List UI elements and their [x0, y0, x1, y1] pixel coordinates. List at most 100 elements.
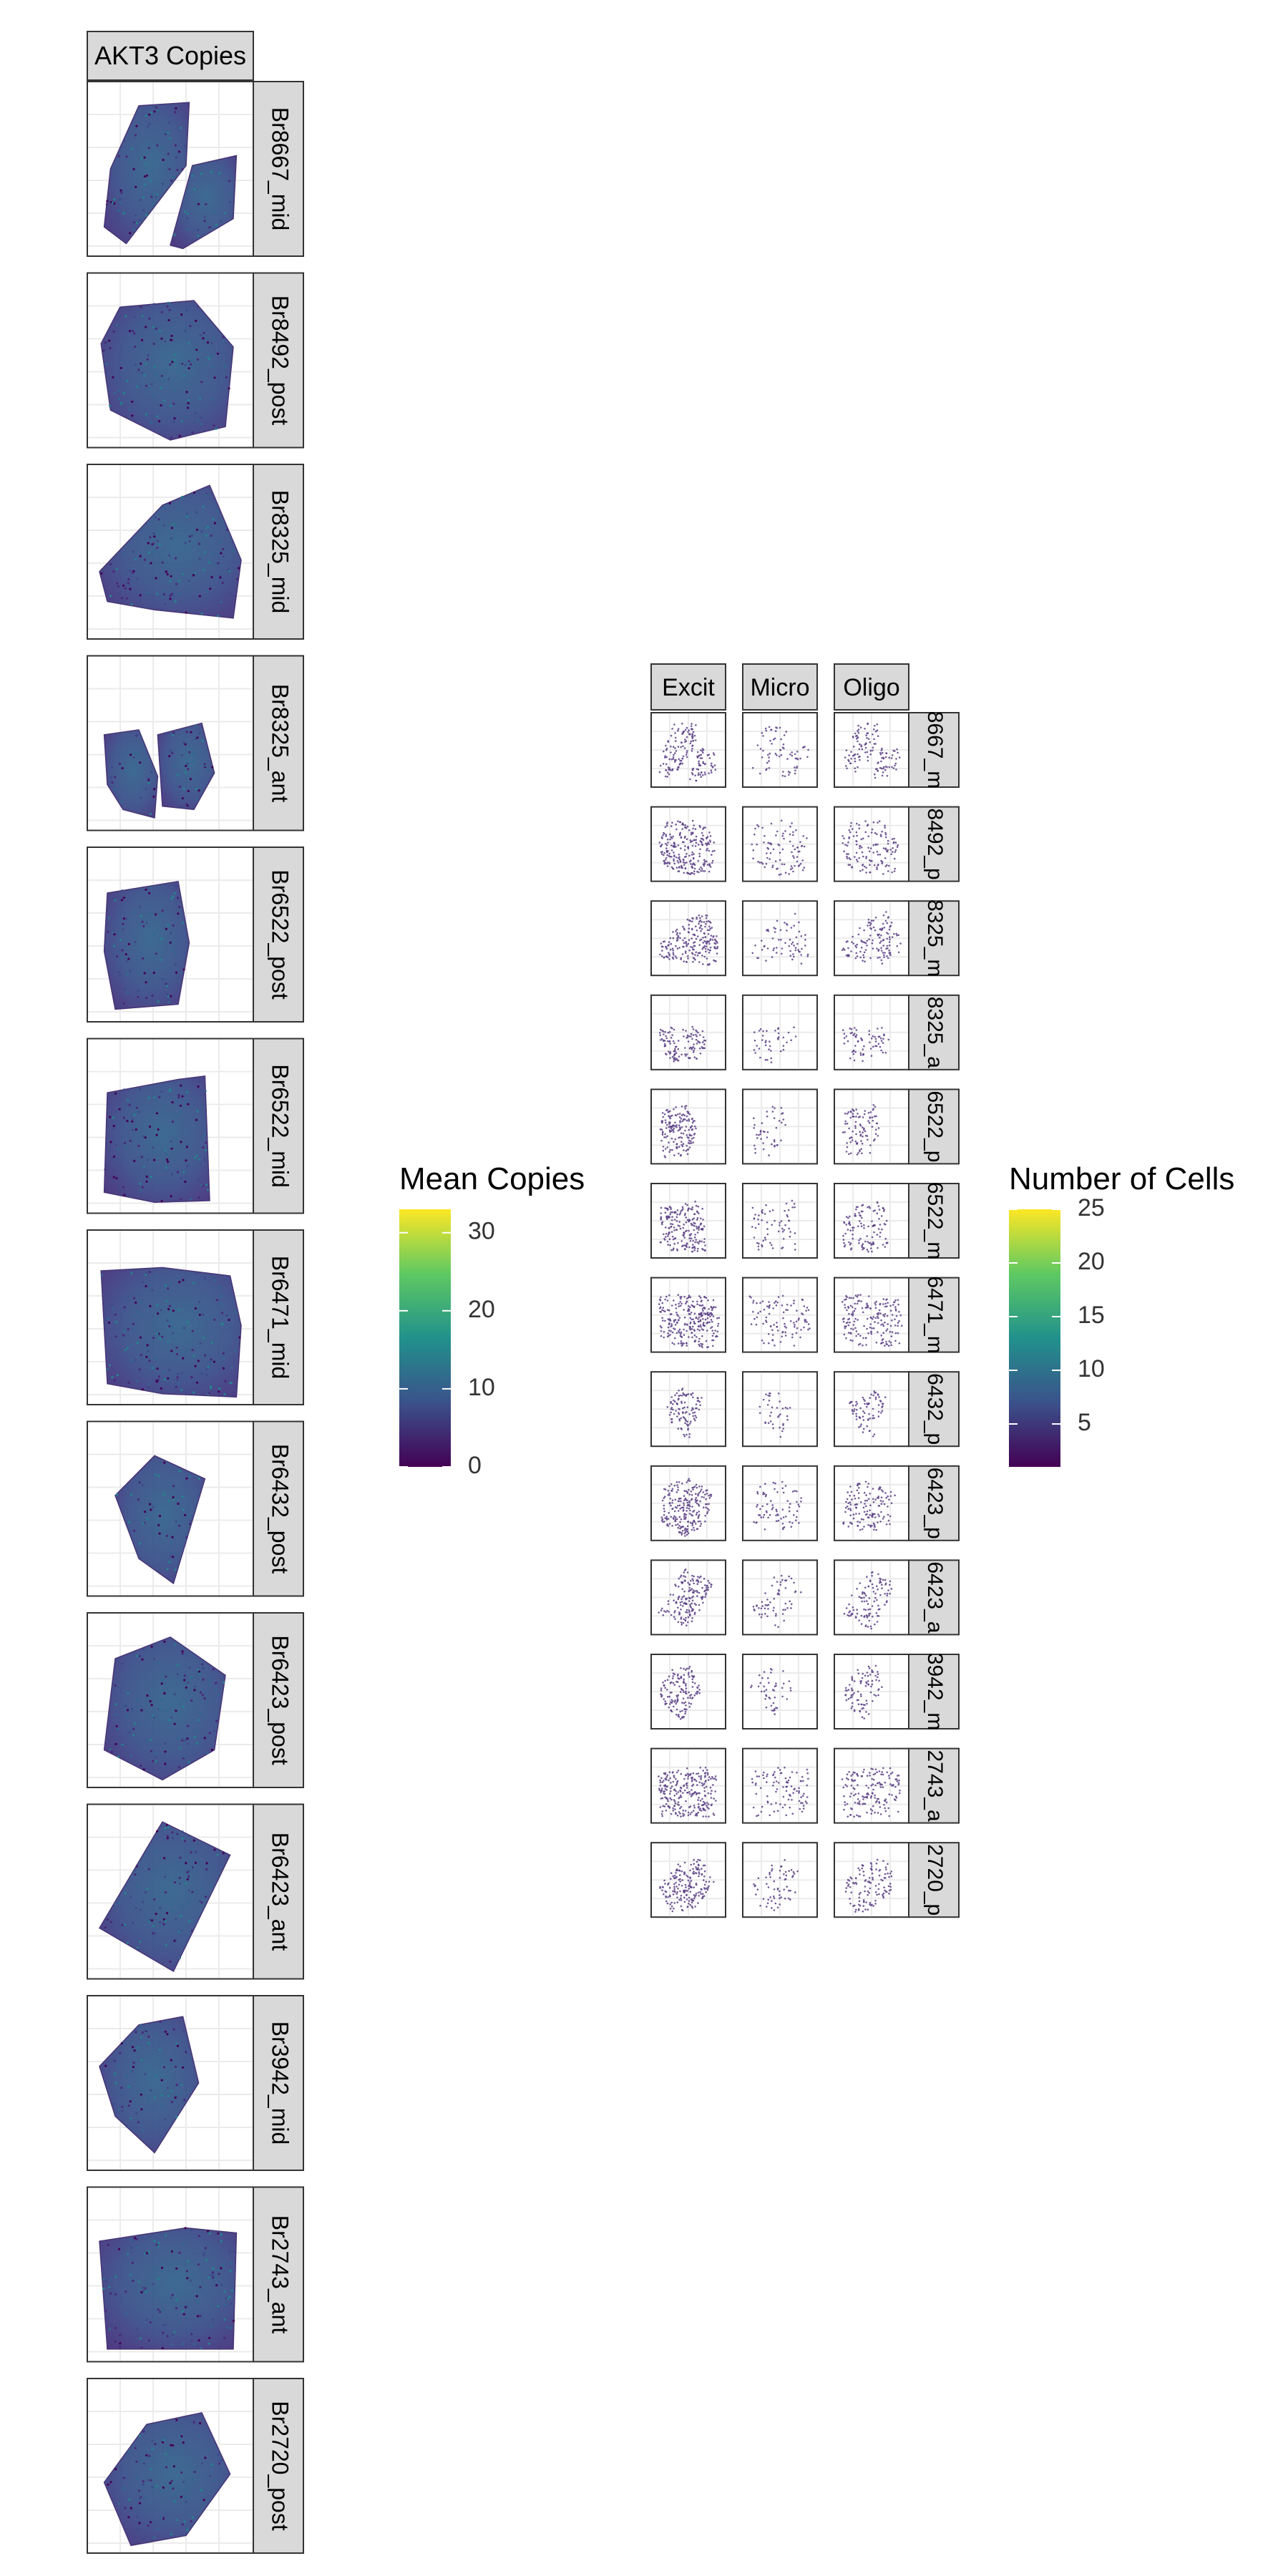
cell-point [870, 1393, 872, 1396]
cell-point [668, 1040, 671, 1043]
cell-point [691, 1117, 693, 1120]
cell-point [688, 1146, 691, 1148]
tissue-spot [172, 765, 175, 768]
tissue-spot [150, 2468, 152, 2471]
cell-point [686, 1528, 689, 1531]
tissue-spot [114, 2340, 117, 2343]
cell-point [684, 867, 687, 869]
cell-point [875, 1122, 878, 1125]
cell-point [751, 952, 754, 955]
cell-point [889, 936, 891, 938]
tissue-spot [154, 2443, 157, 2446]
cell-point [685, 1513, 688, 1516]
tissue-texture [109, 1640, 225, 1771]
tissue-spot [158, 1515, 162, 1518]
cell-point [667, 945, 669, 947]
cell-point [693, 1246, 696, 1249]
cell-point [680, 1427, 683, 1430]
cell-point [678, 1397, 680, 1400]
akt3-facet: Br6432_post [87, 1420, 304, 1597]
cell-point [701, 831, 703, 834]
cell-point [679, 831, 682, 834]
tissue-spot [202, 1146, 205, 1149]
tissue-spot [150, 2479, 152, 2482]
tissue-spot [177, 1766, 181, 1769]
tissue-spot [135, 1380, 138, 1382]
tissue-spot [123, 553, 126, 556]
cell-point [673, 1518, 675, 1520]
cell-point [776, 1322, 778, 1324]
cell-point [768, 760, 770, 762]
tissue-spot [155, 577, 157, 580]
tissue-spot [119, 197, 122, 200]
cell-point [759, 1028, 762, 1030]
tissue-spot [165, 1299, 168, 1302]
cell-point [703, 1238, 706, 1240]
cell-point [773, 1117, 776, 1119]
cell-point [677, 844, 680, 847]
cell-point [776, 868, 778, 870]
cell-point [847, 1324, 850, 1327]
tissue-spot [195, 788, 197, 791]
cell-point [677, 1241, 679, 1244]
tissue-spot [130, 603, 133, 606]
tissue-spot [195, 1381, 199, 1384]
tissue-spot [109, 404, 112, 407]
cell-point [783, 837, 785, 840]
tissue-spot [165, 985, 168, 987]
cell-point [682, 862, 685, 864]
cell-point [682, 1208, 684, 1210]
cell-point [852, 1297, 854, 1299]
cell-point [705, 917, 708, 919]
cell-point [853, 1110, 855, 1112]
tissue-spot [183, 1679, 186, 1682]
cell-point [770, 843, 773, 846]
tissue-spot [202, 568, 205, 571]
cell-point [781, 952, 783, 955]
cell-point [875, 1115, 877, 1118]
cell-point [695, 1416, 698, 1419]
cell-point [698, 1408, 701, 1411]
cell-point [753, 1236, 756, 1239]
cell-point [848, 829, 851, 831]
cell-point [780, 738, 782, 741]
cell-point [683, 1433, 685, 1436]
tissue-spot [187, 2514, 190, 2517]
tissue-spot [160, 386, 162, 389]
tissue-spot [148, 317, 151, 320]
cell-point [754, 1226, 757, 1229]
cell-point [778, 1036, 780, 1038]
tissue-spot [202, 1678, 205, 1681]
tissue-spot [195, 1475, 198, 1478]
tissue-spot [183, 2099, 186, 2102]
tissue-spot [186, 213, 189, 215]
cell-point [776, 947, 778, 949]
cell-point [884, 756, 887, 758]
tissue-spot [138, 1654, 141, 1657]
cell-point [661, 1302, 664, 1304]
cell-point [684, 1535, 686, 1537]
tissue-spot [125, 1192, 128, 1195]
tissue-spot [197, 542, 200, 545]
cell-point [669, 948, 672, 951]
cell-point [885, 1299, 887, 1301]
cell-point [691, 1528, 693, 1531]
cell-point [845, 1151, 848, 1153]
cell-point [879, 854, 882, 856]
tissue-spot [197, 789, 200, 792]
cell-point [789, 868, 792, 871]
cell-point [846, 853, 848, 855]
tissue-spot [137, 1948, 140, 1951]
cell-point [703, 1312, 706, 1314]
cell-point [689, 1306, 691, 1309]
tissue-spot [223, 2303, 226, 2306]
cell-point [690, 1237, 693, 1239]
cell-point [686, 1153, 689, 1156]
cell-point [676, 1313, 678, 1316]
cell-point [796, 860, 799, 863]
cell-point [659, 764, 662, 767]
cell-point [658, 771, 661, 774]
cell-point [869, 1144, 872, 1146]
cell-point [708, 757, 711, 759]
cell-point [752, 857, 754, 859]
